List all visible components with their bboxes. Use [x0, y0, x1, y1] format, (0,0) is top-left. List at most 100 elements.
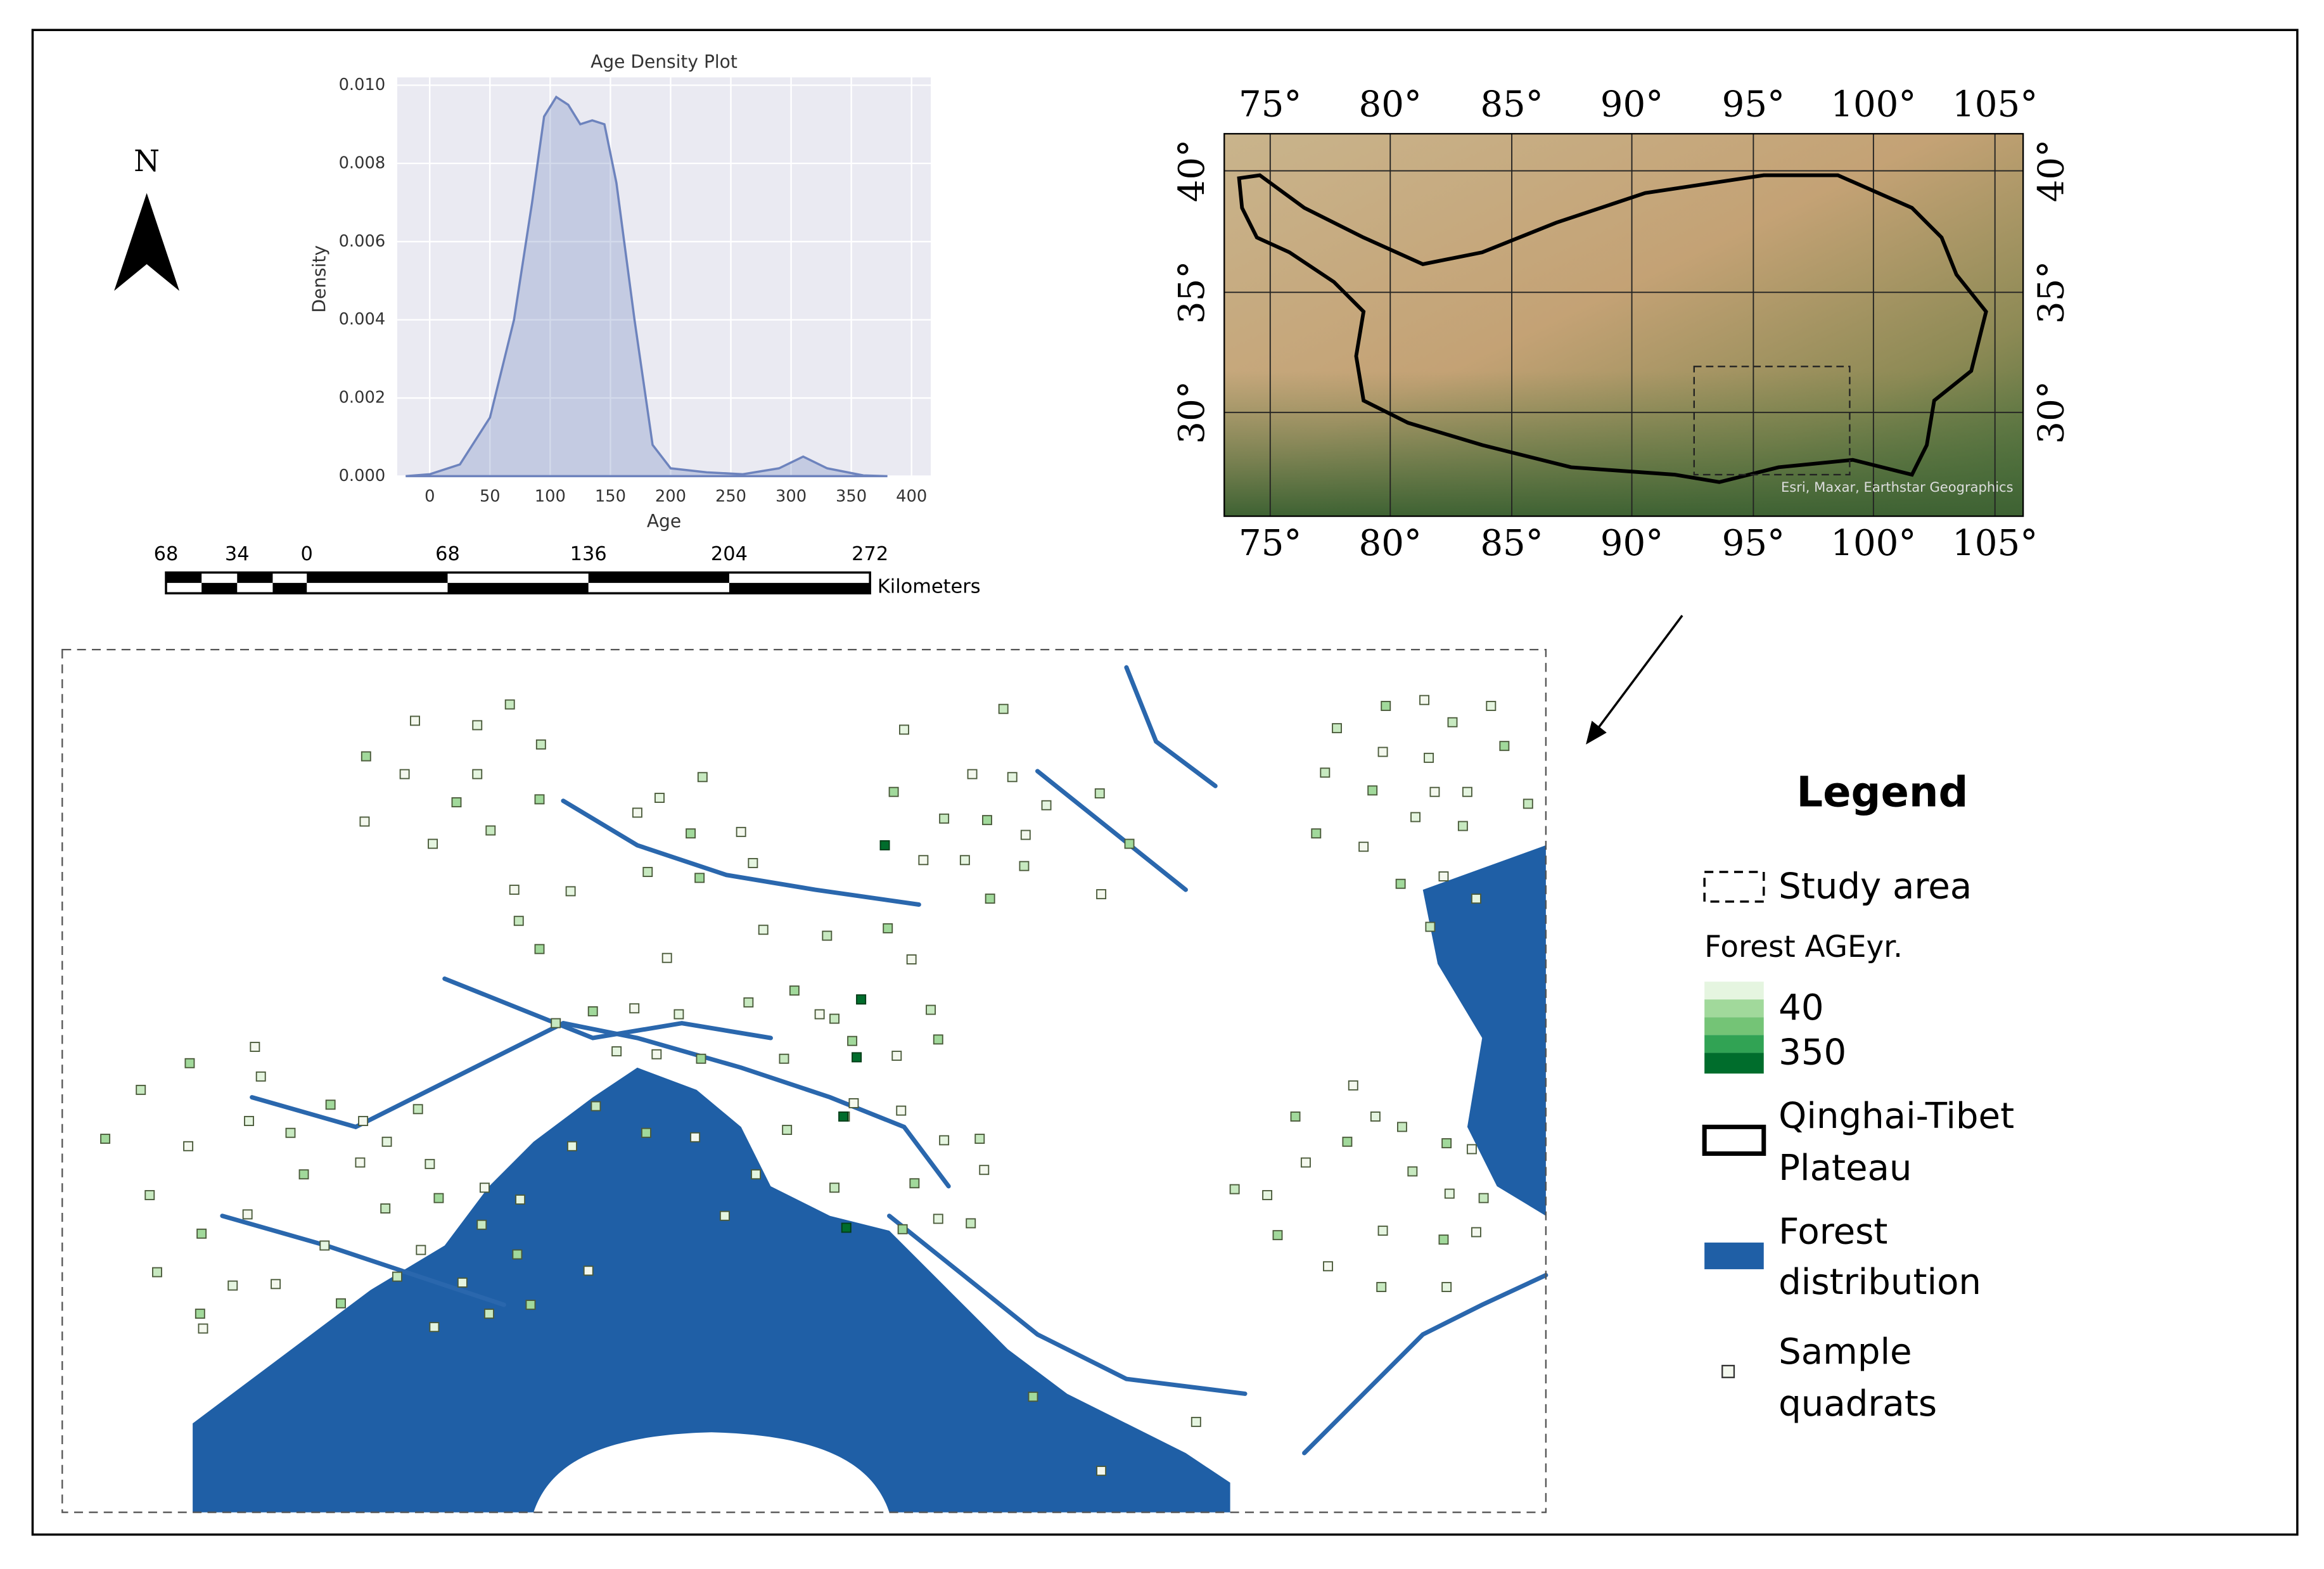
- y-tick-label: 0.004: [339, 310, 386, 329]
- quadrat: [782, 1125, 793, 1136]
- quadrat: [933, 1214, 943, 1224]
- quadrat: [1094, 788, 1105, 798]
- quadrat: [472, 769, 483, 779]
- quadrat: [567, 1141, 577, 1151]
- x-axis-label: Age: [647, 511, 681, 532]
- scale-segment: [237, 572, 273, 583]
- study-area-frame: [61, 648, 1547, 1513]
- quadrat: [587, 1006, 598, 1016]
- quadrat: [939, 813, 950, 824]
- scale-segment: [588, 572, 729, 583]
- legend-plateau: Plateau: [1778, 1148, 1912, 1189]
- quadrat: [998, 703, 1009, 714]
- quadrat: [641, 1127, 651, 1138]
- quadrat: [1441, 1138, 1452, 1149]
- quadrat: [654, 793, 665, 804]
- quadrat: [1028, 1392, 1038, 1402]
- x-tick-label: 250: [715, 487, 746, 506]
- quadrat: [1425, 921, 1436, 932]
- quadrat: [136, 1084, 146, 1095]
- quadrat: [1007, 772, 1018, 783]
- y-tick-label: 0.002: [339, 388, 386, 407]
- quadrat: [184, 1058, 195, 1068]
- quadrat: [476, 1219, 487, 1230]
- scale-label: 0: [301, 543, 313, 565]
- x-tick-label: 400: [896, 487, 927, 506]
- quadrat: [906, 954, 917, 964]
- quadrat: [551, 1018, 561, 1028]
- quadrat: [814, 1009, 825, 1020]
- quadrat: [1444, 1188, 1455, 1199]
- satellite-lowland: [1224, 371, 2024, 516]
- y-tick-label: 0.008: [339, 153, 386, 172]
- plateau-outline: [1237, 173, 1988, 484]
- quadrat: [909, 1178, 920, 1189]
- quadrat: [779, 1053, 789, 1064]
- scale-label: 272: [852, 543, 888, 565]
- density-plot: Age Density Plot Age Density 0.000 0.002 0…: [309, 51, 931, 532]
- quadrat: [697, 772, 708, 783]
- scale-label: 204: [711, 543, 748, 565]
- legend-study-swatch: [1703, 871, 1765, 903]
- quadrat: [1311, 828, 1322, 839]
- quadrat: [829, 1013, 840, 1024]
- quadrat: [416, 1245, 426, 1255]
- quadrat: [694, 873, 705, 883]
- legend-quadrat-swatch: [1721, 1364, 1735, 1378]
- quadrat: [361, 751, 371, 762]
- quadrat: [743, 997, 754, 1008]
- quadrat: [534, 944, 545, 954]
- quadrat: [1376, 1282, 1387, 1292]
- quadrat: [195, 1309, 205, 1319]
- quadrat: [959, 855, 970, 866]
- quadrat: [319, 1240, 330, 1251]
- quadrat: [1419, 695, 1430, 705]
- x-tick-label: 200: [655, 487, 686, 506]
- quadrat: [298, 1169, 309, 1180]
- lat-label: 30°: [1172, 381, 1213, 444]
- y-tick-label: 0.010: [339, 75, 386, 94]
- lon-label: 90°: [1600, 523, 1663, 564]
- lon-label: 95°: [1722, 523, 1785, 564]
- quadrat: [183, 1141, 194, 1151]
- forest-branches: [220, 665, 1548, 1456]
- quadrat: [1262, 1190, 1273, 1200]
- lon-label: 95°: [1722, 84, 1785, 125]
- quadrat: [789, 985, 800, 996]
- quadrat: [485, 825, 496, 836]
- legend-age-title: Forest AGEyr.: [1704, 930, 1903, 964]
- quadrat: [883, 923, 893, 933]
- legend-plateau-swatch: [1702, 1124, 1766, 1156]
- quadrat: [1438, 1234, 1449, 1245]
- quadrat: [933, 1034, 943, 1045]
- quadrat: [758, 925, 769, 935]
- x-tick-label: 350: [836, 487, 867, 506]
- lon-label: 75°: [1239, 523, 1301, 564]
- quadrat: [355, 1157, 366, 1168]
- lon-label: 80°: [1359, 84, 1422, 125]
- quadrat: [1438, 871, 1449, 881]
- quadrat: [748, 858, 758, 868]
- lon-label: 100°: [1830, 523, 1916, 564]
- lon-label: 85°: [1480, 84, 1543, 125]
- graticule: [1224, 134, 2024, 516]
- quadrat: [1478, 1193, 1489, 1203]
- age-swatch: [1704, 999, 1764, 1018]
- quadrat: [939, 1135, 950, 1146]
- legend-age-max: 350: [1778, 1032, 1846, 1073]
- age-swatch: [1704, 982, 1764, 1000]
- quadrat: [1457, 821, 1468, 831]
- legend-forest: distribution: [1778, 1262, 1981, 1303]
- quadrat: [897, 1224, 908, 1234]
- quadrat: [967, 769, 978, 779]
- quadrat: [591, 1101, 601, 1111]
- quadrat: [1096, 1466, 1107, 1476]
- y-axis-label: Density: [309, 245, 329, 313]
- quadrat: [381, 1136, 392, 1147]
- quadrat-old: [838, 1111, 849, 1122]
- lat-label: 35°: [1172, 261, 1213, 324]
- quadrat: [255, 1071, 266, 1082]
- quadrat: [1367, 785, 1378, 796]
- quadrat-old: [856, 994, 867, 1005]
- scale-segment: [166, 572, 202, 583]
